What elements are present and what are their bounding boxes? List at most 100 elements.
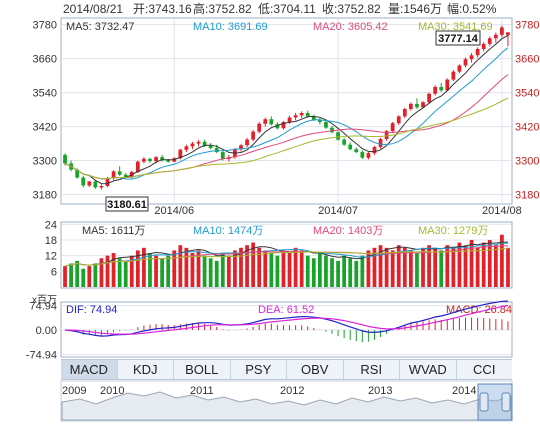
volume-bar: [281, 250, 286, 287]
navigator-handle-right[interactable]: [501, 392, 511, 412]
candle-body: [239, 145, 243, 150]
volume-bar: [154, 255, 158, 287]
candle-body: [251, 131, 256, 140]
candle-body: [390, 123, 395, 132]
volume-bar: [190, 253, 195, 287]
price-ma-line: [64, 97, 509, 180]
price-tick-right: 3300: [515, 156, 539, 168]
volume-bar: [469, 239, 474, 287]
tab-rsi[interactable]: RSI: [344, 360, 400, 379]
macd-line: [64, 300, 509, 337]
candle-body: [330, 127, 334, 133]
price-tick-right: 3180: [515, 190, 539, 202]
candle-body: [117, 171, 122, 175]
volume-bar: [336, 260, 340, 287]
price-tick-left: 3540: [33, 88, 57, 100]
candle-body: [475, 49, 480, 56]
volume-tick: 12: [45, 251, 57, 263]
volume-tick: 6: [51, 266, 57, 278]
volume-bar: [239, 247, 243, 287]
candle-body: [190, 143, 195, 147]
candle-body: [111, 171, 116, 179]
tab-wvad[interactable]: WVAD: [400, 360, 457, 379]
volume-bar: [172, 250, 177, 287]
tab-boll[interactable]: BOLL: [174, 360, 231, 379]
candle-body: [99, 186, 104, 188]
volume-bar: [81, 268, 86, 287]
tab-kdj[interactable]: KDJ: [118, 360, 174, 379]
header-date: 2014/08/21: [63, 2, 123, 16]
date-tick: 2014/08: [482, 205, 522, 217]
volume-bar: [245, 245, 249, 287]
candle-body: [342, 139, 347, 145]
volume-bar: [135, 250, 140, 287]
candle-body: [299, 112, 304, 116]
low-callout-label: 3180.61: [107, 199, 147, 211]
price-grid: [62, 19, 511, 203]
volume-bar: [354, 260, 359, 287]
volume-bar: [372, 247, 377, 287]
navigator-year: 2012: [280, 385, 304, 397]
high-callout: 3777.14: [435, 30, 481, 46]
candle-body: [324, 122, 328, 128]
header-low: 低:3704.11: [258, 2, 316, 16]
volume-bar: [129, 255, 134, 287]
volume-bar: [311, 258, 316, 287]
volume-bar: [69, 263, 73, 287]
macd-dif-label: DIF: 74.94: [66, 304, 117, 316]
volume-bar: [342, 255, 347, 287]
candle-body: [311, 116, 316, 120]
tab-cci[interactable]: CCI: [473, 362, 496, 377]
tab-psy[interactable]: PSY: [231, 360, 287, 379]
price-tick-right: 3780: [515, 20, 539, 32]
low-callout: 3180.61: [105, 196, 149, 212]
candle-body: [469, 55, 474, 60]
volume-bar: [487, 239, 492, 287]
price-tick-left: 3660: [33, 54, 57, 66]
price-tick-right: 3660: [515, 54, 539, 66]
volume-bar: [226, 255, 231, 287]
volume-bar: [396, 245, 401, 287]
navigator-window[interactable]: [477, 383, 513, 421]
candle-body: [75, 169, 80, 178]
volume-legend: MA5: 1611万 MA10: 1474万 MA20: 1403万 MA30: 12…: [82, 225, 488, 237]
volume-bar: [451, 247, 456, 287]
candle-body: [220, 152, 225, 159]
volume-bar: [142, 247, 146, 287]
volume-bar: [457, 242, 462, 287]
header-high: 高:3752.82: [193, 1, 252, 16]
tab-macd[interactable]: MACD: [61, 360, 118, 379]
volume-bar: [184, 247, 189, 287]
candle-body: [281, 122, 286, 129]
header-volume: 量:1546万: [388, 2, 442, 16]
candle-body: [396, 116, 401, 124]
price-legend-item: MA10: 3691.69: [193, 21, 268, 33]
candle-body: [360, 152, 365, 158]
volume-bar: [275, 255, 280, 287]
volume-bar: [409, 250, 413, 287]
candle-body: [421, 102, 425, 108]
candle-body: [402, 109, 407, 117]
candle-body: [415, 103, 419, 108]
candle-body: [463, 59, 468, 66]
navigator-handle-left[interactable]: [479, 392, 489, 412]
candle-body: [445, 79, 450, 91]
candle-body: [81, 177, 86, 186]
navigator-year: 2010: [100, 385, 124, 397]
volume-bar: [317, 253, 322, 287]
volume-bar: [305, 255, 310, 287]
candle-body: [263, 119, 268, 124]
volume-axis: 6 12 18 24: [45, 219, 57, 278]
candle-body: [148, 158, 152, 162]
candle-body: [500, 27, 504, 35]
volume-bar: [220, 253, 225, 287]
volume-bar: [500, 234, 504, 287]
volume-bar: [251, 242, 256, 287]
volume-bar: [402, 247, 407, 287]
tab-obv[interactable]: OBV: [287, 360, 344, 379]
volume-bar: [160, 258, 164, 287]
volume-bar: [63, 266, 67, 287]
candle-body: [287, 117, 292, 123]
candle-body: [87, 181, 92, 186]
candle-body: [372, 146, 377, 154]
